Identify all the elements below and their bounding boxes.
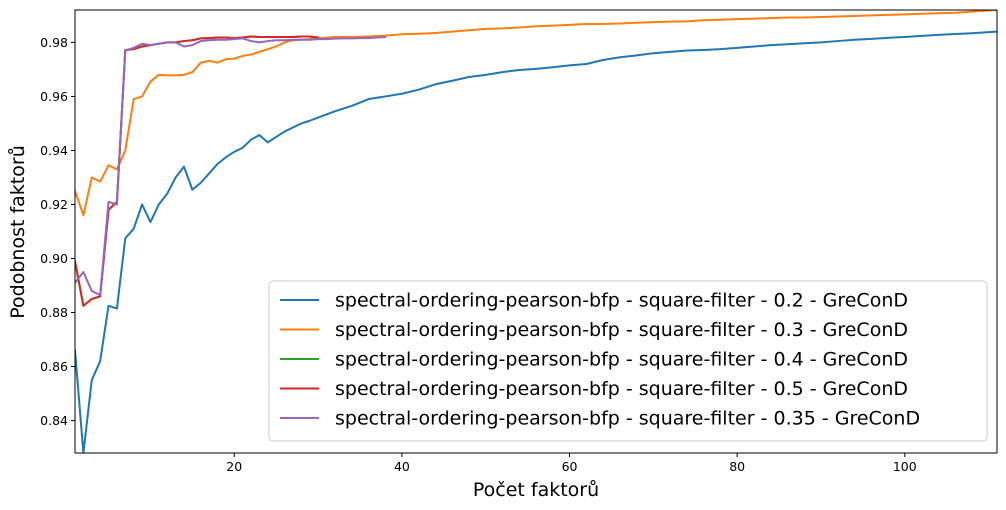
legend-label-3: spectral-ordering-pearson-bfp - square-f… — [335, 378, 908, 400]
x-tick-label: 60 — [562, 459, 578, 474]
x-tick-label: 20 — [226, 459, 242, 474]
y-axis-label: Podobnost faktorů — [7, 145, 29, 318]
legend-label-1: spectral-ordering-pearson-bfp - square-f… — [335, 319, 908, 341]
series-line-4 — [75, 35, 387, 296]
y-tick-label: 0.94 — [40, 143, 68, 158]
legend: spectral-ordering-pearson-bfp - square-f… — [268, 280, 988, 442]
legend-box — [268, 280, 988, 442]
y-tick-label: 0.98 — [40, 35, 68, 50]
y-tick-label: 0.90 — [40, 251, 68, 266]
y-tick-label: 0.84 — [40, 413, 68, 428]
x-tick-label: 80 — [729, 459, 745, 474]
x-tick-label: 40 — [394, 459, 410, 474]
y-tick-label: 0.96 — [40, 89, 68, 104]
legend-label-4: spectral-ordering-pearson-bfp - square-f… — [335, 408, 920, 430]
x-tick-label: 100 — [893, 459, 917, 474]
y-tick-label: 0.88 — [40, 305, 68, 320]
y-tick-label: 0.92 — [40, 197, 68, 212]
y-tick-label: 0.86 — [40, 359, 68, 374]
series-line-3 — [75, 35, 320, 307]
series-line-0 — [75, 30, 997, 453]
ticks-layer: 20 40 60 80 100 0.84 0.86 0.88 0.90 0.92 0.94 0.96 0… — [40, 35, 917, 474]
series-line-1 — [75, 10, 997, 217]
legend-label-0: spectral-ordering-pearson-bfp - square-f… — [335, 290, 908, 312]
series-layer — [75, 10, 997, 453]
x-axis-label: Počet faktorů — [473, 479, 599, 501]
legend-label-2: spectral-ordering-pearson-bfp - square-f… — [335, 349, 908, 371]
plot-frame — [74, 9, 998, 454]
series-line-2 — [75, 35, 320, 307]
